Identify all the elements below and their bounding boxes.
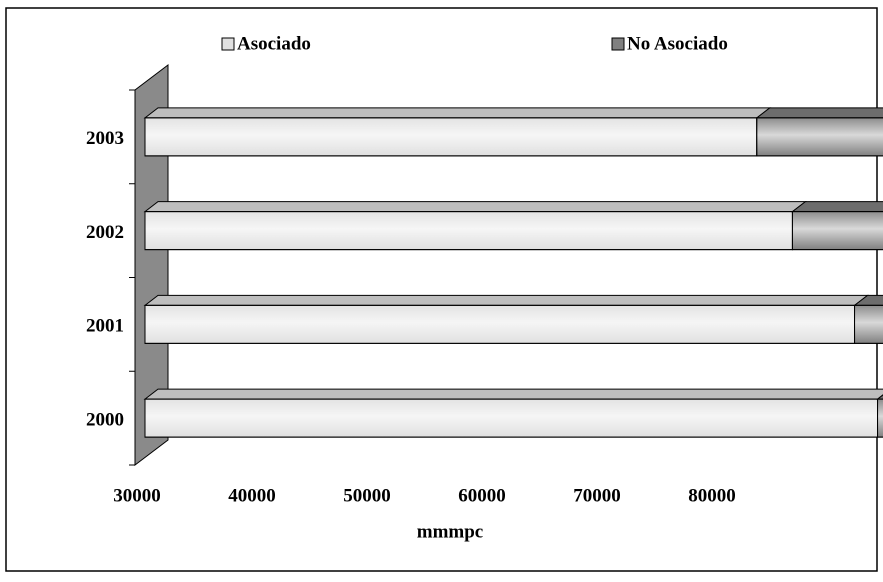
x-tick-label: 60000 — [458, 485, 506, 506]
bar-shine — [144, 304, 856, 344]
x-tick-label: 50000 — [343, 485, 391, 506]
bar-top — [143, 388, 883, 400]
x-tick-label: 80000 — [688, 485, 736, 506]
y-tick-label: 2002 — [86, 222, 124, 243]
legend-label: Asociado — [237, 33, 311, 54]
bar-shine — [144, 117, 758, 157]
bar-top — [143, 201, 807, 213]
bar-top — [790, 201, 883, 213]
y-tick-label: 2000 — [86, 409, 124, 430]
x-axis-title: mmmpc — [417, 521, 483, 542]
y-tick-label: 2003 — [86, 128, 124, 149]
bar-shine — [877, 398, 883, 438]
bar-shine — [854, 304, 883, 344]
bar-shine — [144, 211, 793, 251]
bar-shine — [791, 211, 883, 251]
x-tick-label: 30000 — [113, 485, 161, 506]
bar-top — [143, 294, 870, 306]
legend-swatch — [611, 37, 625, 51]
bar-top — [853, 294, 883, 306]
y-tick-label: 2001 — [86, 316, 124, 337]
legend-label: No Asociado — [627, 33, 728, 54]
legend-swatch — [221, 37, 235, 51]
bar-top — [143, 107, 772, 119]
bar-shine — [144, 398, 879, 438]
x-tick-label: 70000 — [573, 485, 621, 506]
bar-shine — [756, 117, 883, 157]
bar-top — [755, 107, 883, 119]
bar-top — [876, 394, 883, 400]
x-tick-label: 40000 — [228, 485, 276, 506]
